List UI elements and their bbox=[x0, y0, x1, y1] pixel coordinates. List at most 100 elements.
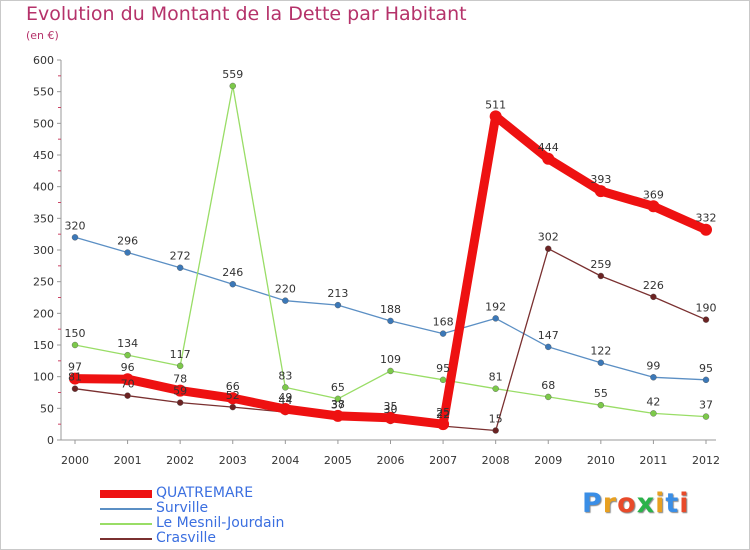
data-point-le-mesnil-jourdain bbox=[71, 341, 79, 349]
y-tick-label: 100 bbox=[33, 371, 54, 384]
data-label-le-mesnil-jourdain: 117 bbox=[170, 348, 191, 361]
chart-subtitle: (en €) bbox=[26, 29, 59, 42]
data-point-le-mesnil-jourdain bbox=[124, 351, 131, 359]
data-label-le-mesnil-jourdain: 68 bbox=[541, 379, 555, 392]
legend-item-surville: Surville bbox=[100, 500, 400, 516]
data-label-quatremare: 393 bbox=[590, 173, 611, 186]
x-tick-label: 2000 bbox=[61, 454, 89, 467]
series-layer bbox=[69, 82, 712, 434]
data-label-crasville: 15 bbox=[489, 413, 503, 426]
data-point-crasville bbox=[71, 385, 79, 392]
data-label-quatremare: 25 bbox=[436, 406, 450, 419]
data-label-le-mesnil-jourdain: 81 bbox=[489, 371, 503, 384]
data-point-quatremare bbox=[647, 200, 660, 213]
y-tick-label: 350 bbox=[33, 212, 54, 225]
data-point-surville bbox=[545, 343, 552, 351]
x-tick-label: 2004 bbox=[271, 454, 299, 467]
data-point-surville bbox=[124, 249, 131, 256]
legend-swatch bbox=[100, 490, 152, 498]
data-point-le-mesnil-jourdain bbox=[387, 367, 394, 375]
data-label-le-mesnil-jourdain: 55 bbox=[594, 387, 608, 400]
y-tick-label: 500 bbox=[33, 117, 54, 130]
data-point-crasville bbox=[702, 316, 710, 323]
data-label-surville: 192 bbox=[485, 300, 506, 313]
data-point-surville bbox=[439, 330, 447, 337]
data-label-quatremare: 38 bbox=[331, 398, 345, 411]
data-label-surville: 296 bbox=[117, 235, 138, 248]
data-label-crasville: 81 bbox=[68, 371, 82, 384]
y-tick-label: 300 bbox=[33, 244, 54, 257]
y-tick-label: 150 bbox=[33, 339, 54, 352]
legend-label: Surville bbox=[156, 500, 209, 516]
data-point-quatremare bbox=[542, 152, 555, 165]
data-point-surville bbox=[176, 264, 184, 271]
x-tick-label: 2009 bbox=[534, 454, 562, 467]
data-point-le-mesnil-jourdain bbox=[597, 401, 605, 409]
data-point-le-mesnil-jourdain bbox=[650, 410, 657, 417]
data-point-quatremare bbox=[331, 409, 344, 422]
data-label-crasville: 259 bbox=[590, 258, 611, 271]
y-tick-label: 200 bbox=[33, 307, 54, 320]
data-label-crasville: 22 bbox=[436, 408, 450, 421]
data-label-le-mesnil-jourdain: 42 bbox=[646, 395, 660, 408]
y-tick-label: 0 bbox=[47, 434, 54, 447]
legend-label: Le Mesnil-Jourdain bbox=[156, 515, 285, 531]
x-tick-label: 2008 bbox=[482, 454, 510, 467]
data-point-crasville bbox=[492, 427, 499, 434]
data-label-surville: 99 bbox=[646, 359, 660, 372]
x-tick-label: 2003 bbox=[219, 454, 247, 467]
data-point-surville bbox=[650, 374, 657, 381]
data-label-crasville: 302 bbox=[538, 231, 559, 244]
data-label-quatremare: 444 bbox=[538, 141, 559, 154]
data-label-crasville: 226 bbox=[643, 279, 664, 292]
data-point-le-mesnil-jourdain bbox=[439, 376, 447, 384]
data-label-surville: 147 bbox=[538, 329, 559, 342]
x-tick-label: 2006 bbox=[377, 454, 405, 467]
data-label-le-mesnil-jourdain: 65 bbox=[331, 381, 345, 394]
data-point-surville bbox=[229, 281, 236, 288]
data-point-crasville bbox=[650, 293, 657, 301]
legend-item-quatremare: QUATREMARE bbox=[100, 485, 400, 501]
x-tick-label: 2005 bbox=[324, 454, 352, 467]
x-tick-label: 2012 bbox=[692, 454, 720, 467]
data-point-quatremare bbox=[594, 185, 607, 198]
y-tick-label: 600 bbox=[33, 54, 54, 67]
data-point-le-mesnil-jourdain bbox=[176, 362, 184, 370]
data-label-crasville: 59 bbox=[173, 385, 187, 398]
data-point-surville bbox=[702, 376, 710, 384]
data-point-surville bbox=[334, 301, 342, 309]
data-point-crasville bbox=[597, 272, 605, 280]
axes: 0 50 100 150 200 250 300 350 400 450 500 550 600 2000… bbox=[33, 54, 720, 467]
y-tick-label: 450 bbox=[33, 149, 54, 162]
data-label-quatremare: 49 bbox=[278, 391, 292, 404]
data-point-quatremare bbox=[437, 418, 450, 431]
data-point-surville bbox=[282, 297, 289, 304]
data-label-quatremare: 35 bbox=[384, 400, 398, 413]
data-label-quatremare: 369 bbox=[643, 188, 664, 201]
data-point-quatremare bbox=[279, 402, 292, 415]
data-point-surville bbox=[597, 359, 605, 366]
y-tick-label: 250 bbox=[33, 276, 54, 289]
series-line-quatremare bbox=[70, 111, 711, 429]
data-point-quatremare bbox=[69, 372, 81, 385]
data-label-crasville: 52 bbox=[226, 389, 240, 402]
data-label-quatremare: 511 bbox=[485, 98, 506, 111]
x-tick-label: 2011 bbox=[639, 454, 667, 467]
x-tick-label: 2010 bbox=[587, 454, 615, 467]
x-tick-label: 2007 bbox=[429, 454, 457, 467]
data-label-crasville: 37 bbox=[331, 399, 345, 412]
legend-swatch bbox=[100, 508, 152, 510]
data-point-quatremare bbox=[121, 373, 134, 386]
proxiti-logo: Proxiti bbox=[582, 488, 690, 519]
data-label-quatremare: 66 bbox=[226, 380, 240, 393]
data-label-le-mesnil-jourdain: 109 bbox=[380, 353, 401, 366]
data-point-crasville bbox=[545, 245, 552, 252]
data-label-le-mesnil-jourdain: 150 bbox=[65, 327, 86, 340]
y-tick-label: 400 bbox=[33, 181, 54, 194]
data-label-surville: 320 bbox=[65, 219, 86, 232]
data-label-crasville: 190 bbox=[696, 302, 717, 315]
data-label-le-mesnil-jourdain: 134 bbox=[117, 337, 138, 350]
data-label-le-mesnil-jourdain: 95 bbox=[436, 362, 450, 375]
data-point-quatremare bbox=[700, 223, 712, 236]
